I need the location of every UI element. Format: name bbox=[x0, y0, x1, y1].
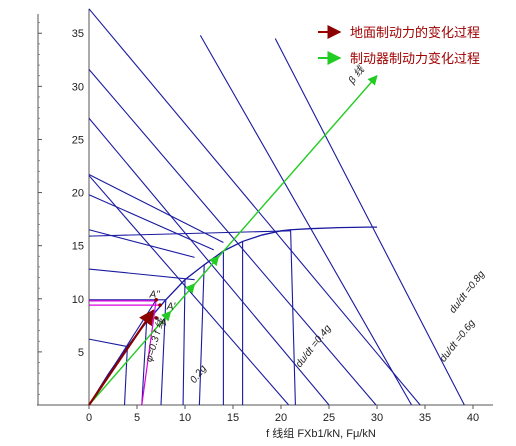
beta-arrowhead bbox=[185, 283, 196, 294]
f-line bbox=[160, 299, 167, 406]
f-line bbox=[141, 322, 148, 406]
f-line bbox=[88, 268, 195, 281]
y-tick-label: 35 bbox=[72, 28, 84, 40]
f-line bbox=[88, 338, 128, 348]
i-curve bbox=[88, 226, 377, 406]
x-tick-label: 15 bbox=[227, 412, 239, 424]
y-tick-label: 5 bbox=[78, 347, 84, 359]
chart-annotation: A bbox=[159, 317, 167, 328]
point-marker bbox=[158, 303, 162, 307]
x-tick-label: 40 bbox=[467, 412, 479, 424]
beta-arrowhead bbox=[161, 310, 172, 322]
x-tick-label: 35 bbox=[419, 412, 431, 424]
f-line bbox=[88, 229, 195, 258]
legend-label: 制动器制动力变化过程 bbox=[350, 51, 480, 66]
r-line bbox=[199, 35, 413, 406]
r-line bbox=[274, 38, 465, 406]
chart-annotation: du/dt =0.6g bbox=[438, 318, 478, 365]
f-line bbox=[88, 230, 291, 237]
y-tick-label: 10 bbox=[72, 294, 84, 306]
x-tick-label: 5 bbox=[134, 412, 140, 424]
x-tick-label: 10 bbox=[179, 412, 191, 424]
chart-annotation: A' bbox=[166, 301, 177, 312]
x-tick-label: 0 bbox=[86, 412, 92, 424]
beta-arrowhead bbox=[209, 255, 220, 267]
chart-annotation: du/dt =0.4g bbox=[294, 323, 334, 370]
f-line bbox=[198, 264, 205, 406]
beta-line bbox=[88, 74, 378, 406]
f-line bbox=[88, 174, 224, 243]
chart-annotation: 0.2g bbox=[188, 363, 209, 385]
x-tick-label: 30 bbox=[371, 412, 383, 424]
y-tick-label: 15 bbox=[72, 241, 84, 253]
y-tick-label: 30 bbox=[72, 81, 84, 93]
y-tick-label: 25 bbox=[72, 134, 84, 146]
x-tick-label: 20 bbox=[275, 412, 287, 424]
chart-annotation: du/dt =0.8g bbox=[447, 269, 487, 316]
ground-force-arrow bbox=[88, 309, 155, 406]
r-line bbox=[88, 68, 377, 406]
r-line bbox=[88, 8, 421, 406]
x-axis-title: f 线组 FXb1/kN, Fμ/kN bbox=[266, 426, 376, 440]
f-line bbox=[123, 346, 128, 406]
chart-annotation: β 线 bbox=[345, 63, 367, 87]
legend-label: 地面制动力的变化过程 bbox=[350, 25, 480, 40]
f-line bbox=[88, 194, 215, 251]
f-line bbox=[290, 229, 296, 406]
y-tick-label: 20 bbox=[72, 188, 84, 200]
point-marker bbox=[154, 316, 158, 320]
f-line bbox=[182, 279, 186, 406]
chart-annotation: A'' bbox=[148, 290, 161, 301]
point-marker bbox=[154, 298, 158, 302]
x-tick-label: 25 bbox=[323, 412, 335, 424]
